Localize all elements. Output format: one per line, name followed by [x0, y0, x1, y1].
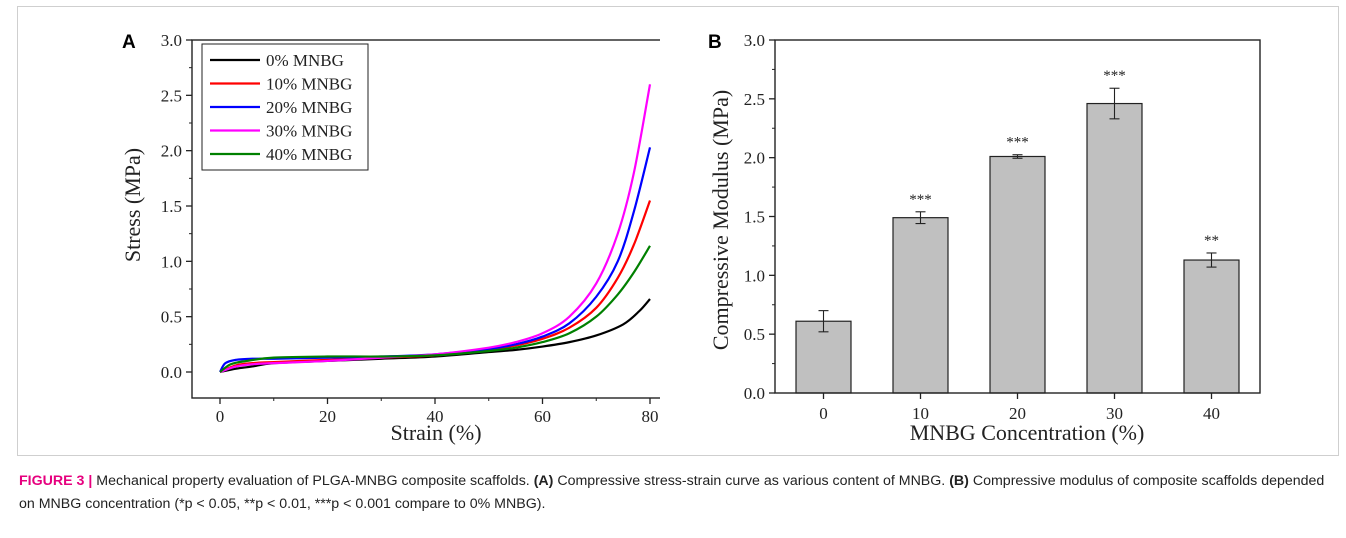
panel-b-x-tick-label: 40 [1203, 404, 1220, 423]
caption-text-2: Compressive stress-strain curve as vario… [553, 473, 950, 489]
panel-b-y-tick-label: 0.5 [744, 325, 765, 344]
figure-caption: FIGURE 3 | Mechanical property evaluatio… [19, 470, 1329, 516]
caption-panel-b-ref: (B) [949, 473, 969, 489]
panel-b-significance-label: *** [1006, 135, 1029, 151]
panel-b-significance-label: *** [909, 192, 932, 208]
panel-b-bar-20 [989, 155, 1046, 394]
panel-b-x-tick-label: 10 [912, 404, 929, 423]
caption-figure-number: FIGURE 3 | [19, 473, 93, 489]
panel-a-y-tick-label: 0.5 [161, 308, 182, 327]
panel-a-y-tick-label: 1.0 [161, 252, 182, 271]
panel-b-y-tick-label: 2.5 [744, 90, 765, 109]
panel-b-x-tick-label: 20 [1009, 404, 1026, 423]
panel-b-y-tick-label: 2.0 [744, 149, 765, 168]
panel-a-x-tick-label: 20 [319, 407, 336, 426]
panel-b-bar-40 [1183, 259, 1240, 394]
panel-b-bar-10 [892, 217, 949, 394]
panel-b-y-tick-label: 1.5 [744, 208, 765, 227]
panel-b-x-tick-label: 30 [1106, 404, 1123, 423]
figure-frame [17, 6, 1339, 456]
panel-b-significance-label: ** [1204, 233, 1219, 249]
panel-a-series-line-0 [219, 298, 651, 374]
panel-b-letter: B [708, 32, 722, 53]
panel-b-bar-0 [795, 320, 852, 394]
caption-text-3: Compressive modulus of composite scaffol… [19, 473, 1325, 512]
panel-a-x-tick-label: 80 [642, 407, 659, 426]
panel-a-letter: A [122, 32, 136, 53]
panel-a-legend: 0% MNBG 10% MNBG 20% MNBG 30% MNBG 40% MNBG [201, 43, 369, 171]
panel-a-legend-label: 0% MNBG [266, 51, 344, 70]
panel-a-legend-label: 40% MNBG [266, 145, 352, 164]
panel-a-y-tick-label: 2.5 [161, 86, 182, 105]
panel-a-y-tick-label: 3.0 [161, 31, 182, 50]
panel-a-series-line-4 [219, 245, 651, 373]
panel-a-x-tick-label: 40 [427, 407, 444, 426]
panel-a-plot-frame [191, 39, 660, 399]
panel-a-x-axis-title: Strain (%) [390, 420, 481, 445]
panel-b-y-tick-label: 0.0 [744, 384, 765, 403]
panel-a-line-chart: A 0 20 40 60 80 0.0 0.5 1.0 1.5 2.0 2.5 3.0 Stress … [120, 31, 660, 445]
panel-a-x-tick-label: 60 [534, 407, 551, 426]
caption-text-1: Mechanical property evaluation of PLGA-M… [92, 473, 534, 489]
panel-a-legend-label: 20% MNBG [266, 98, 352, 117]
panel-b-y-tick-label: 3.0 [744, 31, 765, 50]
panel-a-y-tick-label: 0.0 [161, 363, 182, 382]
panel-a-y-tick-label: 1.5 [161, 197, 182, 216]
panel-a-y-tick-label: 2.0 [161, 142, 182, 161]
panel-a-series-line-3 [219, 84, 652, 374]
caption-panel-a-ref: (A) [533, 473, 554, 489]
panel-a-legend-label: 30% MNBG [266, 122, 352, 141]
panel-b-significance-label: *** [1103, 68, 1126, 84]
panel-a-x-tick-label: 0 [216, 407, 225, 426]
panel-a-legend-label: 10% MNBG [266, 75, 352, 94]
panel-b-x-tick-label: 0 [819, 404, 828, 423]
panel-b-bar-30 [1086, 102, 1143, 394]
panel-b-y-tick-label: 1.0 [744, 266, 765, 285]
panel-b-x-axis-title: MNBG Concentration (%) [910, 420, 1145, 445]
panel-b-y-axis-title: Compressive Modulus (MPa) [708, 90, 733, 350]
panel-b-bar-chart: B *********** 0 10 20 30 400.00.51.01.52.02.… [708, 31, 1261, 445]
panel-a-series-line-1 [219, 200, 652, 374]
panel-a-y-axis-title: Stress (MPa) [120, 148, 145, 262]
